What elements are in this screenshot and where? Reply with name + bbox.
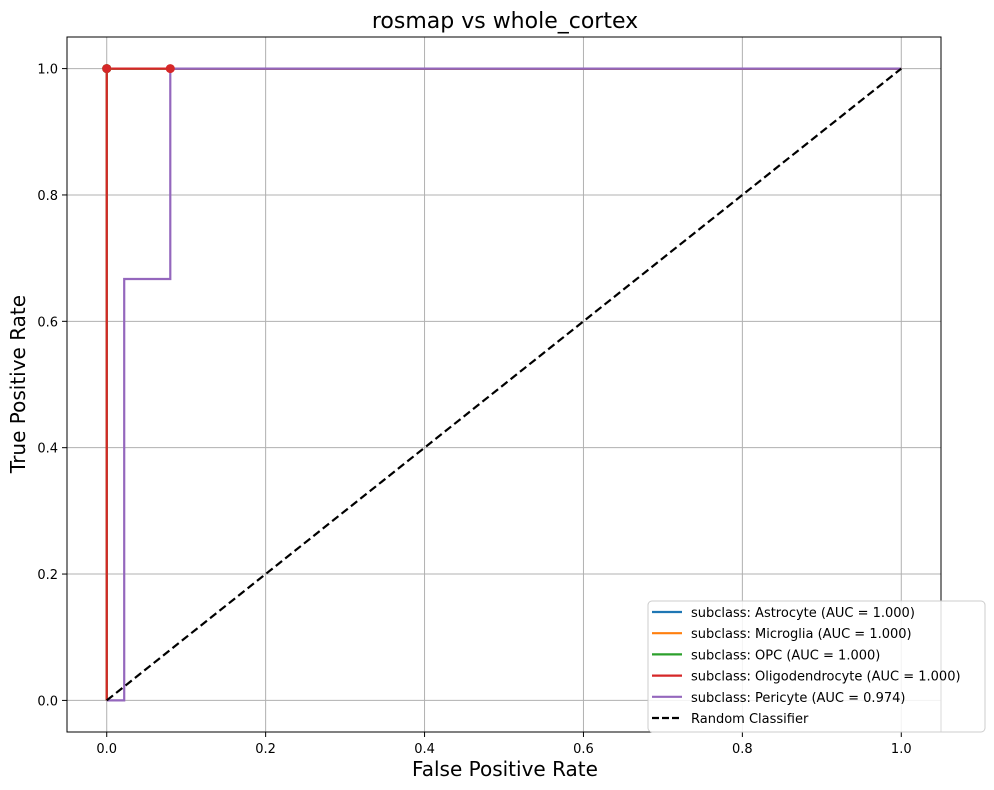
series-markers — [102, 64, 175, 74]
y-tick-label: 0.4 — [37, 442, 58, 457]
x-axis-title: False Positive Rate — [412, 757, 598, 781]
series-marker-3 — [165, 64, 175, 74]
legend-label: subclass: Pericyte (AUC = 0.974) — [691, 691, 905, 706]
legend-label: subclass: Oligodendrocyte (AUC = 1.000) — [691, 670, 961, 685]
plot-frame — [66, 36, 942, 733]
legend-label: Random Classifier — [691, 712, 809, 727]
chart-title: rosmap vs whole_cortex — [372, 9, 638, 34]
y-tick-label: 1.0 — [37, 63, 58, 78]
legend-box — [647, 600, 986, 733]
series-line-4 — [106, 67, 902, 702]
grid-lines — [67, 37, 941, 732]
legend-label: subclass: OPC (AUC = 1.000) — [691, 648, 880, 663]
x-tick-label: 0.0 — [96, 742, 117, 757]
y-axis-ticks: 0.0 0.2 0.4 0.6 0.8 1.0 — [37, 63, 67, 709]
x-tick-label: 0.6 — [573, 742, 594, 757]
x-tick-label: 0.4 — [414, 742, 435, 757]
y-axis-title: True Positive Rate — [6, 295, 30, 474]
y-tick-label: 0.2 — [37, 568, 58, 583]
series-marker-3 — [102, 64, 112, 74]
y-tick-label: 0.8 — [37, 189, 58, 204]
y-tick-label: 0.6 — [37, 315, 58, 330]
legend-label: subclass: Microglia (AUC = 1.000) — [691, 627, 912, 642]
legend: subclass: Astrocyte (AUC = 1.000) subclas… — [647, 600, 986, 733]
x-tick-label: 1.0 — [891, 742, 912, 757]
legend-label: subclass: Astrocyte (AUC = 1.000) — [691, 606, 915, 621]
series-line-5 — [106, 67, 902, 702]
x-tick-label: 0.8 — [732, 742, 753, 757]
x-axis-ticks: 0.0 0.2 0.4 0.6 0.8 1.0 — [96, 732, 912, 757]
y-tick-label: 0.0 — [37, 694, 58, 709]
x-tick-label: 0.2 — [255, 742, 276, 757]
